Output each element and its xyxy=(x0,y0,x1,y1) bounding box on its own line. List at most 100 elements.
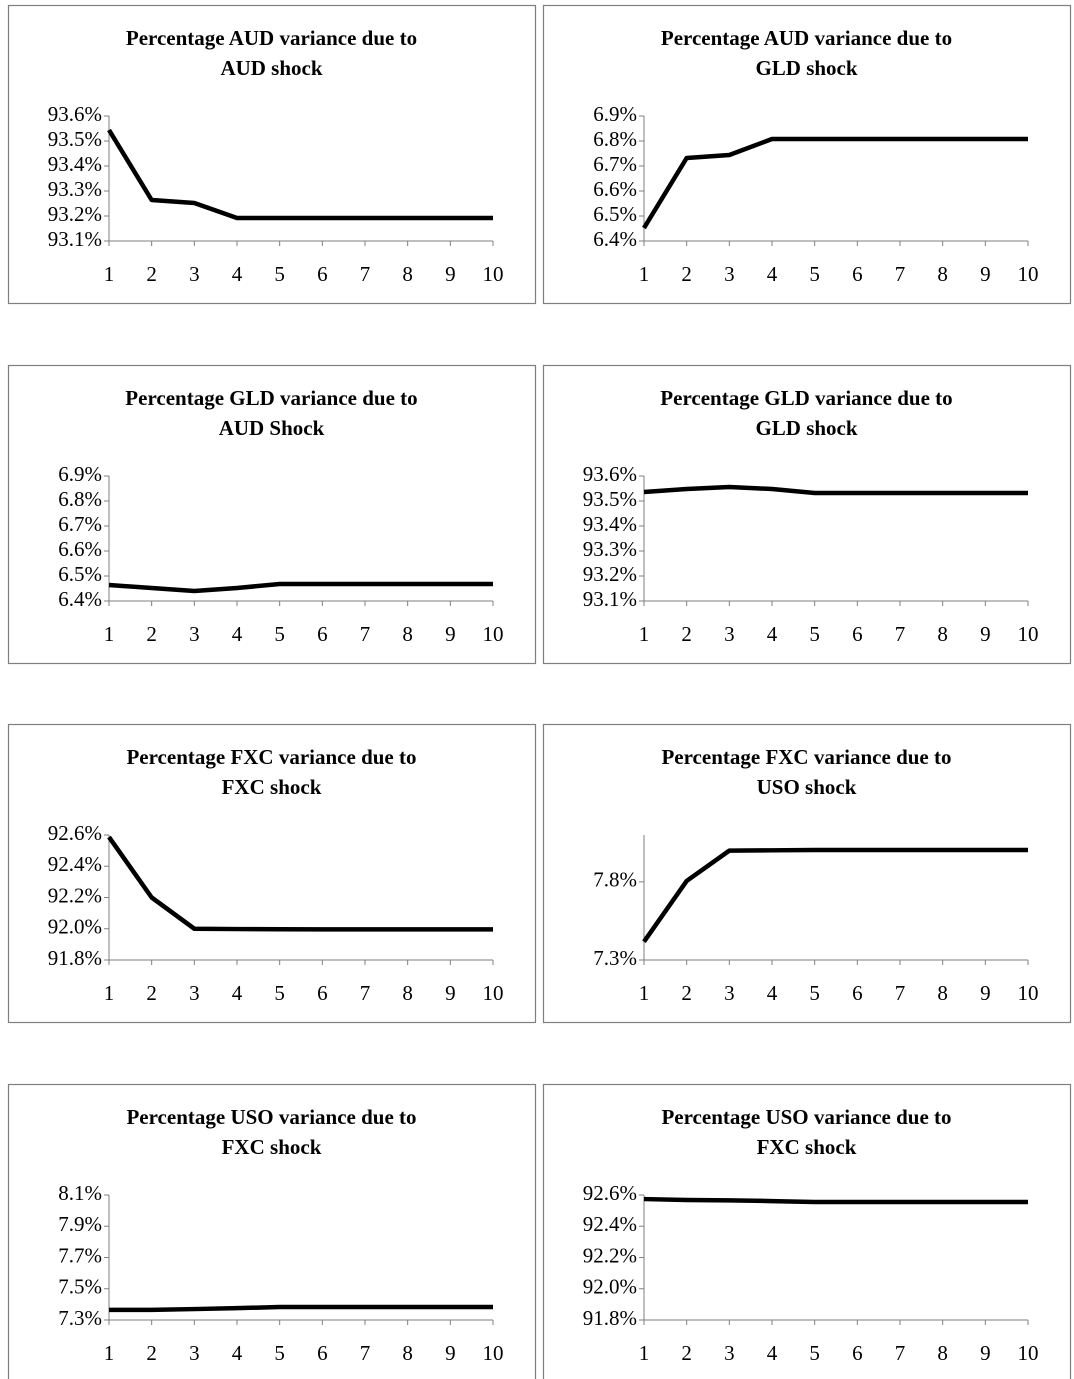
y-tick-label: 92.0% xyxy=(48,915,102,939)
chart-title: Percentage GLD variance due to xyxy=(660,386,952,410)
x-tick-label: 8 xyxy=(937,622,948,646)
y-tick-label: 93.6% xyxy=(48,102,102,126)
x-tick-label: 5 xyxy=(809,1341,820,1365)
x-tick-label: 9 xyxy=(980,981,991,1005)
data-line xyxy=(108,581,493,594)
y-tick-label: 92.2% xyxy=(48,883,102,907)
x-tick-label: 4 xyxy=(232,622,243,646)
x-tick-label: 5 xyxy=(274,262,285,286)
y-tick-label: 93.5% xyxy=(48,127,102,151)
panel-border xyxy=(542,364,1072,665)
y-tick-label: 7.3% xyxy=(58,1306,102,1330)
chart-title: GLD shock xyxy=(755,56,857,80)
x-tick-label: 10 xyxy=(1018,1341,1039,1365)
y-tick-label: 6.8% xyxy=(58,487,102,511)
x-tick-label: 4 xyxy=(767,981,778,1005)
panel-border xyxy=(542,4,1072,305)
x-tick-label: 4 xyxy=(232,1341,243,1365)
chart-title: FXC shock xyxy=(222,1135,322,1159)
x-tick-label: 4 xyxy=(232,262,243,286)
x-tick-label: 7 xyxy=(895,1341,906,1365)
x-tick-label: 2 xyxy=(146,1341,157,1365)
chart-title: Percentage AUD variance due to xyxy=(661,26,952,50)
x-tick-label: 9 xyxy=(445,262,456,286)
data-line xyxy=(107,128,493,221)
x-tick-label: 6 xyxy=(317,262,328,286)
y-tick-label: 92.4% xyxy=(48,852,102,876)
y-tick-label: 7.7% xyxy=(58,1243,102,1267)
y-tick-label: 7.9% xyxy=(58,1212,102,1236)
y-tick-label: 7.8% xyxy=(593,868,637,892)
y-tick-label: 7.5% xyxy=(58,1275,102,1299)
x-tick-label: 6 xyxy=(317,1341,328,1365)
y-tick-label: 6.4% xyxy=(58,587,102,611)
y-tick-label: 93.3% xyxy=(583,537,637,561)
panel-border xyxy=(7,364,537,665)
x-tick-label: 8 xyxy=(402,262,413,286)
panel-border xyxy=(7,1083,537,1379)
chart-title: Percentage AUD variance due to xyxy=(126,26,417,50)
y-tick-label: 92.0% xyxy=(583,1275,637,1299)
x-tick-label: 1 xyxy=(639,622,650,646)
x-tick-label: 10 xyxy=(1018,622,1039,646)
chart-title: Percentage FXC variance due to xyxy=(661,745,951,769)
data-line xyxy=(107,835,493,932)
chart-title: AUD shock xyxy=(220,56,322,80)
y-tick-label: 92.4% xyxy=(583,1212,637,1236)
panel-border xyxy=(542,1083,1072,1379)
y-tick-label: 92.6% xyxy=(48,821,102,845)
y-tick-label: 7.3% xyxy=(593,946,637,970)
y-tick-label: 93.2% xyxy=(48,202,102,226)
x-tick-label: 5 xyxy=(274,981,285,1005)
y-tick-label: 6.4% xyxy=(593,227,637,251)
y-tick-label: 92.2% xyxy=(583,1243,637,1267)
x-tick-label: 5 xyxy=(274,622,285,646)
x-tick-label: 3 xyxy=(724,981,735,1005)
x-tick-label: 2 xyxy=(681,622,692,646)
x-tick-label: 6 xyxy=(317,981,328,1005)
x-tick-label: 2 xyxy=(681,981,692,1005)
x-tick-label: 10 xyxy=(1018,981,1039,1005)
x-tick-label: 2 xyxy=(146,622,157,646)
y-tick-label: 6.5% xyxy=(593,202,637,226)
x-tick-label: 10 xyxy=(1018,262,1039,286)
x-tick-label: 6 xyxy=(852,981,863,1005)
x-tick-label: 1 xyxy=(639,981,650,1005)
y-tick-label: 6.5% xyxy=(58,562,102,586)
y-tick-label: 93.6% xyxy=(583,462,637,486)
x-tick-label: 1 xyxy=(104,622,115,646)
x-tick-label: 6 xyxy=(852,622,863,646)
x-tick-label: 7 xyxy=(360,1341,371,1365)
y-tick-label: 93.3% xyxy=(48,177,102,201)
x-tick-label: 9 xyxy=(980,1341,991,1365)
y-tick-label: 6.7% xyxy=(58,512,102,536)
x-tick-label: 10 xyxy=(483,262,504,286)
y-tick-label: 93.1% xyxy=(583,587,637,611)
x-tick-label: 2 xyxy=(681,1341,692,1365)
x-tick-label: 10 xyxy=(483,981,504,1005)
chart-title: Percentage USO variance due to xyxy=(126,1105,416,1129)
x-tick-label: 1 xyxy=(639,262,650,286)
y-tick-label: 6.6% xyxy=(593,177,637,201)
panel-border xyxy=(7,4,537,305)
chart-title: Percentage FXC variance due to xyxy=(126,745,416,769)
y-tick-label: 93.4% xyxy=(48,152,102,176)
y-tick-label: 93.4% xyxy=(583,512,637,536)
x-tick-label: 5 xyxy=(274,1341,285,1365)
y-tick-label: 91.8% xyxy=(48,946,102,970)
x-tick-label: 8 xyxy=(937,981,948,1005)
x-tick-label: 2 xyxy=(146,262,157,286)
x-tick-label: 9 xyxy=(980,262,991,286)
x-tick-label: 3 xyxy=(189,981,200,1005)
x-tick-label: 3 xyxy=(189,1341,200,1365)
chart-title: GLD shock xyxy=(755,416,857,440)
x-tick-label: 2 xyxy=(146,981,157,1005)
x-tick-label: 3 xyxy=(189,622,200,646)
x-tick-label: 2 xyxy=(681,262,692,286)
x-tick-label: 5 xyxy=(809,981,820,1005)
x-tick-label: 3 xyxy=(724,262,735,286)
x-tick-label: 7 xyxy=(360,262,371,286)
y-tick-label: 6.6% xyxy=(58,537,102,561)
